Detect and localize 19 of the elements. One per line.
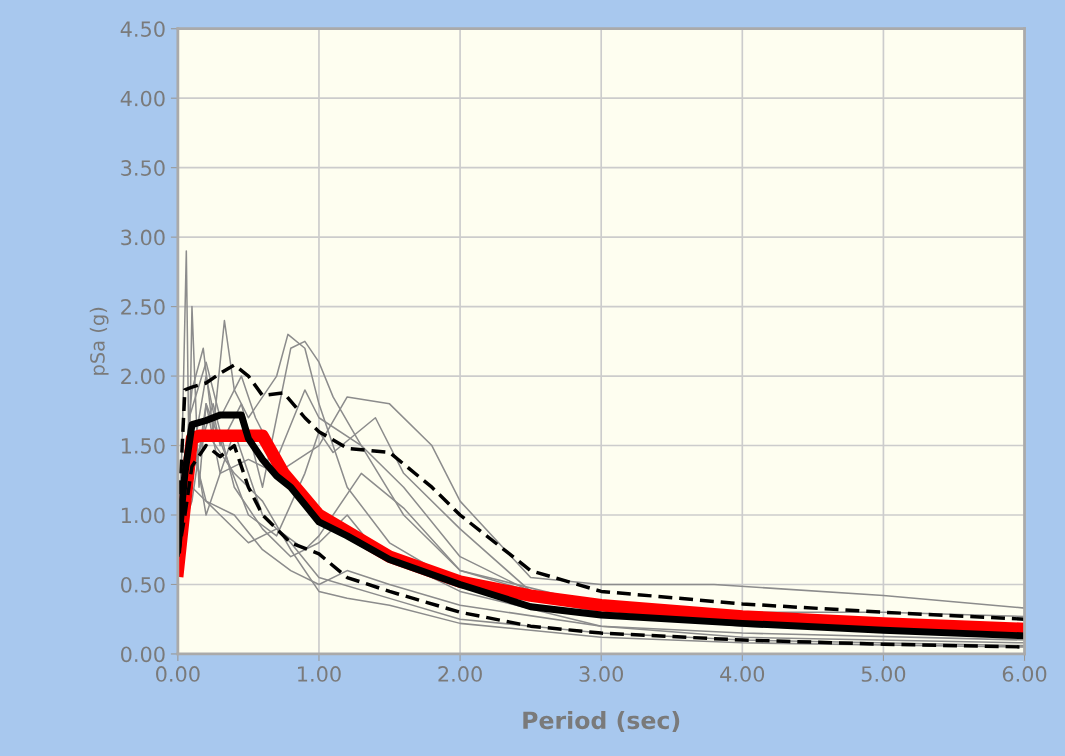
x-tick-label: 2.00 [438,666,482,682]
x-tick-label: 0.00 [156,666,200,682]
x-tick-label: 5.00 [861,666,906,682]
y-tick-label: 4.00 [120,90,165,107]
y-tick-label: 1.50 [121,437,165,454]
x-tick-label: 1.00 [298,666,341,682]
y-tick-label: 0.00 [121,646,165,663]
y-tick-label: 0.50 [121,576,165,593]
y-axis-title: pSa (g) [89,307,109,375]
x-tick-label: 3.00 [579,666,623,682]
y-tick-label: 4.50 [120,21,165,37]
y-tick-label: 2.00 [121,368,165,385]
y-tick-label: 3.00 [121,229,165,246]
x-axis-title: Period (sec) [523,710,680,732]
x-tick-label: 6.00 [1002,666,1047,682]
y-tick-label: 2.50 [121,299,165,315]
x-tick-label: 4.00 [720,666,765,682]
y-tick-label: 1.00 [121,507,165,524]
y-tick-label: 3.50 [121,160,165,176]
